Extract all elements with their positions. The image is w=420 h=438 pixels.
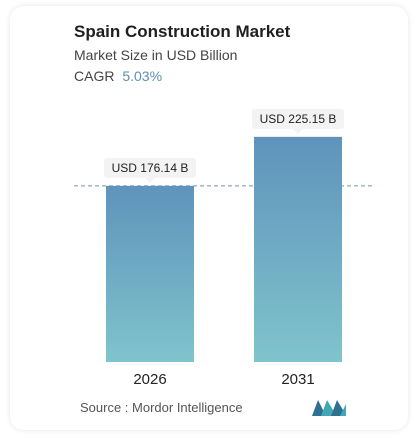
chart-subtitle: Market Size in USD Billion	[74, 47, 238, 63]
cagr-line: CAGR 5.03%	[74, 68, 162, 84]
cagr-label: CAGR	[74, 68, 115, 84]
data-label-box-2026	[104, 157, 196, 178]
data-label-pointer-2026	[145, 177, 155, 183]
data-label-2026: USD 176.14 B	[112, 161, 189, 175]
x-tick-label-2031: 2031	[281, 371, 314, 388]
source-note: Source : Mordor Intelligence	[80, 400, 243, 415]
data-label-box-2031	[252, 108, 344, 129]
chart-title: Spain Construction Market	[74, 22, 291, 41]
data-label-pointer-2031	[293, 128, 303, 134]
x-tick-label-2026: 2026	[133, 371, 166, 388]
mordor-logo	[312, 400, 346, 416]
bar-2026	[106, 185, 194, 362]
data-label-2031: USD 225.15 B	[260, 112, 337, 126]
bar-2031	[254, 136, 342, 362]
cagr-value: 5.03%	[122, 68, 163, 84]
